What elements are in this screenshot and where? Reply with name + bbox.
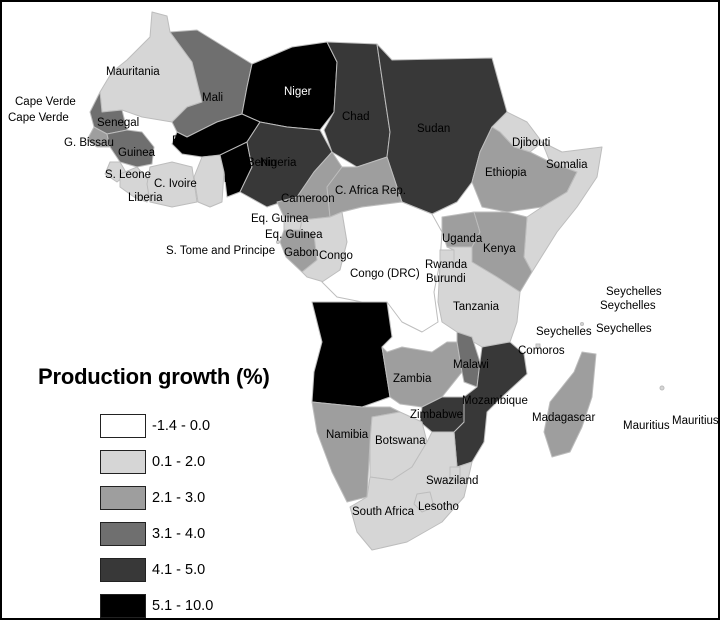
legend-range-label: 3.1 - 4.0 — [152, 526, 206, 542]
label-swaziland: Swaziland — [426, 475, 478, 487]
label-lesotho: Lesotho — [418, 501, 459, 513]
country-congo-drc — [321, 201, 443, 333]
legend-swatch — [100, 450, 146, 474]
label-ghana: na — [224, 173, 237, 185]
country-liberia — [119, 166, 151, 203]
country-malawi — [456, 331, 481, 388]
label-seychelles: Seychelles — [606, 286, 662, 298]
legend-range-label: -1.4 - 0.0 — [152, 418, 211, 434]
label-rwanda: Rwanda — [425, 259, 468, 271]
legend-range-label: 4.1 - 5.0 — [152, 562, 206, 578]
label-mauritius: Mauritius — [623, 420, 670, 432]
legend-title: Production growth (%) — [38, 364, 270, 389]
label-seychelles: Seychelles — [596, 323, 652, 335]
label-south-africa: South Africa — [352, 506, 415, 518]
country-cape-verde — [43, 115, 49, 121]
country-zambia — [381, 341, 463, 408]
label-djibouti: Djibouti — [512, 137, 550, 149]
label-c-ivoire: C. Ivoire — [154, 178, 197, 190]
label-malawi: Malawi — [453, 359, 489, 371]
label-namibia: Namibia — [326, 429, 369, 441]
country-s-tome-principe — [276, 240, 280, 244]
label-madagascar: Madagascar — [532, 412, 595, 424]
label-mauritania: Mauritania — [106, 66, 160, 78]
label-congo: Congo — [319, 250, 353, 262]
label-uganda: Uganda — [442, 233, 483, 245]
legend-item: 3.1 - 4.0 — [100, 516, 213, 552]
country-c-ivoire — [146, 161, 198, 208]
country-mauritius — [659, 385, 665, 391]
country-g-bissau — [86, 126, 111, 148]
label-niger: Niger — [284, 86, 312, 98]
label-eq-guinea: Eq. Guinea — [251, 213, 309, 225]
label-cameroon: Cameroon — [281, 193, 335, 205]
label-zimbabwe: Zimbabwe — [410, 409, 463, 421]
label-congo-drc: Congo (DRC) — [350, 268, 420, 280]
legend-swatch — [100, 558, 146, 582]
legend-swatch — [100, 414, 146, 438]
label-comoros: Comoros — [518, 345, 565, 357]
country-madagascar — [543, 351, 597, 458]
label-s-leone: S. Leone — [105, 169, 151, 181]
legend-item: 4.1 - 5.0 — [100, 552, 213, 588]
country-labels: Mauritania Cape Verde Cape Verde Mali Ni… — [8, 66, 718, 518]
label-nigeria: Nigeria — [260, 157, 297, 169]
label-g-bissau: G. Bissau — [64, 137, 114, 149]
label-benin: Benin — [247, 157, 276, 169]
label-botswana: Botswana — [375, 435, 426, 447]
label-chad: Chad — [342, 111, 370, 123]
label-gabon: Gabon — [284, 247, 319, 259]
label-mali: Mali — [202, 92, 223, 104]
legend-item: -1.4 - 0.0 — [100, 408, 213, 444]
label-c-africa-rep: C. Africa Rep. — [335, 185, 406, 197]
label-somalia: Somalia — [546, 159, 588, 171]
label-seychelles: Seychelles — [600, 300, 656, 312]
legend: -1.4 - 0.0 0.1 - 2.0 2.1 - 3.0 3.1 - 4.0… — [100, 408, 214, 618]
country-swaziland — [449, 466, 461, 481]
label-mozambique: Mozambique — [462, 395, 528, 407]
country-shapes — [43, 11, 665, 551]
legend-range-label: 5.1 - 10.0 — [152, 598, 214, 614]
country-seychelles — [580, 322, 584, 326]
label-eq-guinea: Eq. Guinea — [265, 229, 323, 241]
label-cape-verde: Cape Verde — [8, 112, 69, 124]
label-senegal: Senegal — [97, 117, 139, 129]
country-south-africa — [349, 431, 473, 551]
label-burundi: Burundi — [426, 273, 466, 285]
label-kenya: Kenya — [483, 243, 516, 255]
country-congo — [299, 211, 348, 283]
label-liberia: Liberia — [128, 192, 163, 204]
country-angola — [311, 301, 393, 408]
label-ethiopia: Ethiopia — [485, 167, 527, 179]
legend-swatch — [100, 486, 146, 510]
label-mauritius: Mauritius — [672, 415, 718, 427]
label-cape-verde: Cape Verde — [15, 96, 76, 108]
legend-range-label: 0.1 - 2.0 — [152, 454, 206, 470]
country-lesotho — [413, 491, 435, 513]
country-guinea — [106, 129, 155, 168]
legend-swatch — [100, 522, 146, 546]
label-zambia: Zambia — [393, 373, 432, 385]
legend-swatch — [100, 594, 146, 618]
label-seychelles: Seychelles — [536, 326, 592, 338]
legend-item: 5.1 - 10.0 — [100, 588, 214, 618]
country-ghana — [193, 154, 225, 208]
label-s-tome-principe: S. Tome and Principe — [166, 245, 275, 257]
legend-item: 0.1 - 2.0 — [100, 444, 213, 480]
legend-item: 2.1 - 3.0 — [100, 480, 213, 516]
label-guinea: Guinea — [118, 147, 156, 159]
legend-range-label: 2.1 - 3.0 — [152, 490, 206, 506]
label-burkina-faso: Bu — [172, 135, 186, 147]
country-comoros — [535, 343, 541, 349]
label-tanzania: Tanzania — [453, 301, 500, 313]
label-sudan: Sudan — [417, 123, 450, 135]
